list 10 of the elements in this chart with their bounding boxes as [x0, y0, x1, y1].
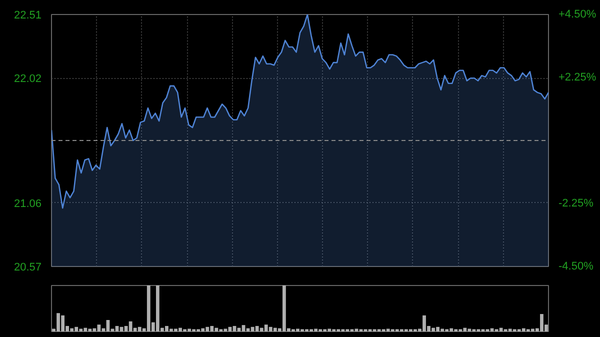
y2-tick-label: -2.25% [558, 198, 594, 210]
bar [354, 328, 358, 332]
bar [242, 325, 246, 332]
y-tick-label: 20.57 [14, 262, 42, 274]
y2-tick-label: +2.25% [558, 72, 596, 84]
y-tick-label: 21.06 [14, 198, 42, 210]
y-tick-label: 22.51 [14, 10, 42, 22]
y-tick-label: 22.02 [14, 73, 42, 86]
y2-tick-label: +4.50% [558, 8, 596, 20]
y2-tick-label: -4.50% [558, 260, 594, 272]
